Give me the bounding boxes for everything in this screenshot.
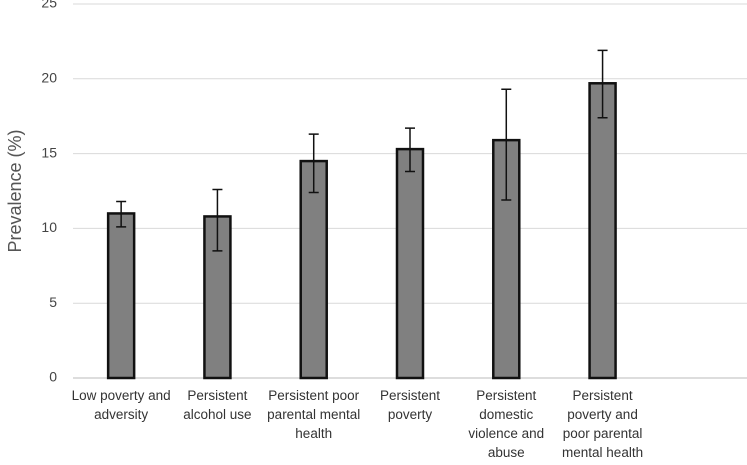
x-tick-label: Persistent alcohol use	[183, 388, 252, 422]
error-bar	[597, 49, 608, 119]
y-tick-label: 10	[41, 219, 57, 235]
y-tick-label: 25	[41, 0, 57, 11]
x-tick-label: Persistent poverty	[379, 388, 441, 422]
error-bar	[501, 88, 512, 201]
bar	[299, 159, 328, 380]
x-tick-label: Persistent domestic violence and abuse	[468, 388, 545, 460]
x-tick-label: Persistent poor parental mental health	[267, 388, 361, 441]
y-axis-title: Prevalence (%)	[5, 129, 25, 252]
y-tick-label: 5	[49, 294, 57, 310]
bar	[106, 212, 136, 380]
error-bar	[212, 188, 223, 252]
bar	[395, 147, 425, 380]
x-tick-label: Low poverty and adversity	[71, 388, 171, 422]
y-tick-label: 20	[41, 70, 57, 86]
y-tick-label: 0	[49, 369, 57, 385]
error-bar	[116, 200, 127, 228]
error-bar	[308, 133, 319, 194]
y-tick-label: 15	[41, 144, 57, 160]
bar	[588, 82, 617, 380]
x-tick-label: Persistent poverty and poor parental men…	[562, 388, 644, 460]
error-bar	[405, 127, 415, 173]
